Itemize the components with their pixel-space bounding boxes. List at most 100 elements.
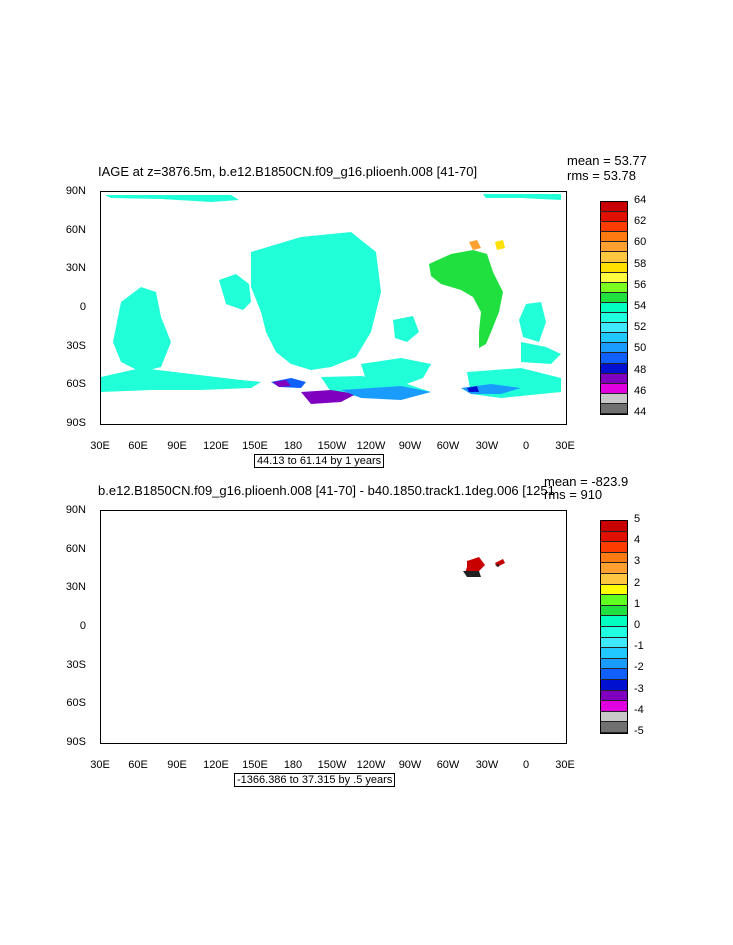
panel-2-colorbar-swatch	[601, 584, 627, 596]
panel-1-colorbar-label: 50	[634, 342, 647, 355]
panel-2-colorbar-swatch	[601, 701, 627, 712]
panel-1-colorbar-label: 46	[634, 384, 647, 397]
panel-2-map-frame	[100, 510, 567, 744]
panel-1-atlantic-field	[429, 250, 503, 348]
panel-2-colorbar-swatch	[601, 690, 627, 702]
panel-1-xtick: 0	[522, 440, 530, 452]
panel-2-xtick: 60W	[436, 759, 460, 771]
panel-1-colorbar-label: 60	[634, 236, 647, 249]
panel-1-ytick: 90N	[65, 185, 86, 197]
panel-1-rms: rms = 53.78	[567, 168, 637, 183]
panel-1-xtick: 30W	[475, 440, 499, 452]
panel-2-colorbar-swatch	[601, 722, 627, 733]
panel-2-colorbar-label: 2	[634, 576, 641, 589]
panel-2-xtick: 30W	[475, 759, 499, 771]
panel-1-colorbar-swatch	[601, 292, 627, 303]
panel-1-ytick: 60N	[65, 224, 86, 236]
panel-2-xtick: 30E	[555, 759, 575, 771]
panel-2-colorbar-swatch	[601, 552, 627, 564]
panel-1-colorbar-swatch	[601, 403, 627, 414]
panel-2-xtick: 90E	[167, 759, 187, 771]
panel-1-ocean-field	[101, 194, 561, 398]
panel-2-ytick: 30N	[65, 581, 86, 593]
panel-1-colorbar-swatch	[601, 282, 627, 293]
panel-1-ytick: 90S	[66, 417, 86, 429]
panel-2-ytick: 60N	[65, 543, 86, 555]
panel-1-ytick: 30S	[66, 340, 86, 352]
panel-2-colorbar	[600, 520, 628, 734]
panel-2-colorbar-swatch	[601, 521, 627, 532]
panel-2-colorbar-swatch	[601, 563, 627, 574]
panel-2-colorbar-swatch	[601, 595, 627, 606]
panel-2-colorbar-swatch	[601, 680, 627, 691]
panel-1-colorbar-swatch	[601, 363, 627, 374]
panel-2-range-box: -1366.386 to 37.315 by .5 years	[234, 773, 396, 787]
panel-2-colorbar-label: 4	[634, 534, 641, 547]
panel-1-colorbar-label: 52	[634, 321, 647, 334]
panel-2-rms: rms = 910	[544, 487, 603, 502]
panel-1-colorbar-swatch	[601, 323, 627, 334]
panel-2-ytick: 30S	[66, 659, 86, 671]
panel-2-colorbar-swatch	[601, 658, 627, 670]
panel-1-colorbar-label: 54	[634, 300, 647, 312]
panel-2-title: b.e12.B1850CN.f09_g16.plioenh.008 [41-70…	[98, 483, 555, 498]
panel-1-xtick: 60W	[436, 440, 460, 452]
panel-2-xtick: 150E	[242, 759, 268, 771]
panel-1-colorbar-swatch	[601, 222, 627, 233]
panel-1-colorbar-swatch	[601, 333, 627, 344]
panel-2-xtick: 90W	[398, 759, 422, 771]
panel-1-colorbar-label: 56	[634, 278, 647, 291]
panel-2-colorbar-swatch	[601, 542, 627, 553]
panel-1-north-atlantic-spots	[469, 240, 505, 250]
panel-1-title: IAGE at z=3876.5m, b.e12.B1850CN.f09_g16…	[98, 164, 478, 179]
panel-2-colorbar-label: 0	[634, 619, 641, 631]
panel-1-colorbar-swatch	[601, 373, 627, 384]
panel-2-xtick: 60E	[128, 759, 148, 771]
panel-2-colorbar-label: -1	[634, 640, 644, 653]
panel-2-mean: mean = -823.9	[544, 474, 629, 489]
panel-1-ytick: 60S	[66, 378, 86, 390]
panel-2-xtick: 120W	[356, 759, 386, 771]
panel-1-colorbar-swatch	[601, 252, 627, 263]
panel-1-mean: mean = 53.77	[567, 153, 647, 168]
panel-2-colorbar-swatch	[601, 616, 627, 627]
panel-2-colorbar-swatch	[601, 669, 627, 680]
panel-2-colorbar-label: -4	[634, 703, 644, 716]
panel-1-colorbar-label: 48	[634, 363, 647, 376]
panel-1-xtick: 90E	[167, 440, 187, 452]
panel-2-xtick: 120E	[203, 759, 229, 771]
panel-1-colorbar	[600, 201, 628, 415]
panel-1-ytick: 30N	[65, 262, 86, 274]
panel-2-colorbar-swatch	[601, 531, 627, 543]
panel-2-map	[463, 557, 505, 577]
panel-2-colorbar-label: -2	[634, 661, 644, 674]
panel-1-ytick: 0	[79, 301, 86, 313]
panel-1-colorbar-swatch	[601, 383, 627, 394]
panel-1-xtick: 120W	[356, 440, 386, 452]
panel-1-xtick: 30E	[90, 440, 110, 452]
panel-1-colorbar-swatch	[601, 313, 627, 324]
panel-2-colorbar-label: 1	[634, 597, 641, 610]
panel-1-xtick: 90W	[398, 440, 422, 452]
panel-1-colorbar-label: 58	[634, 257, 647, 270]
panel-2-xtick: 0	[522, 759, 530, 771]
panel-1-xtick: 60E	[128, 440, 148, 452]
panel-1-xtick: 180	[283, 440, 303, 452]
panel-2-ytick: 90N	[65, 504, 86, 516]
panel-1-colorbar-swatch	[601, 353, 627, 364]
panel-2-colorbar-swatch	[601, 648, 627, 659]
panel-1-xtick: 120E	[203, 440, 229, 452]
panel-2-ytick: 60S	[66, 697, 86, 709]
panel-2-colorbar-label: -5	[634, 725, 644, 737]
panel-1-colorbar-label: 64	[634, 194, 647, 206]
panel-2-xtick: 150W	[317, 759, 347, 771]
panel-1-colorbar-swatch	[601, 242, 627, 253]
panel-1-xtick: 150W	[317, 440, 347, 452]
panel-1-colorbar-swatch	[601, 202, 627, 213]
panel-2-colorbar-swatch	[601, 711, 627, 723]
panel-1-xtick: 150E	[242, 440, 268, 452]
panel-1-colorbar-label: 44	[634, 406, 647, 418]
panel-1-colorbar-swatch	[601, 302, 627, 314]
panel-1-map-frame	[100, 191, 567, 425]
panel-1-colorbar-swatch	[601, 272, 627, 283]
